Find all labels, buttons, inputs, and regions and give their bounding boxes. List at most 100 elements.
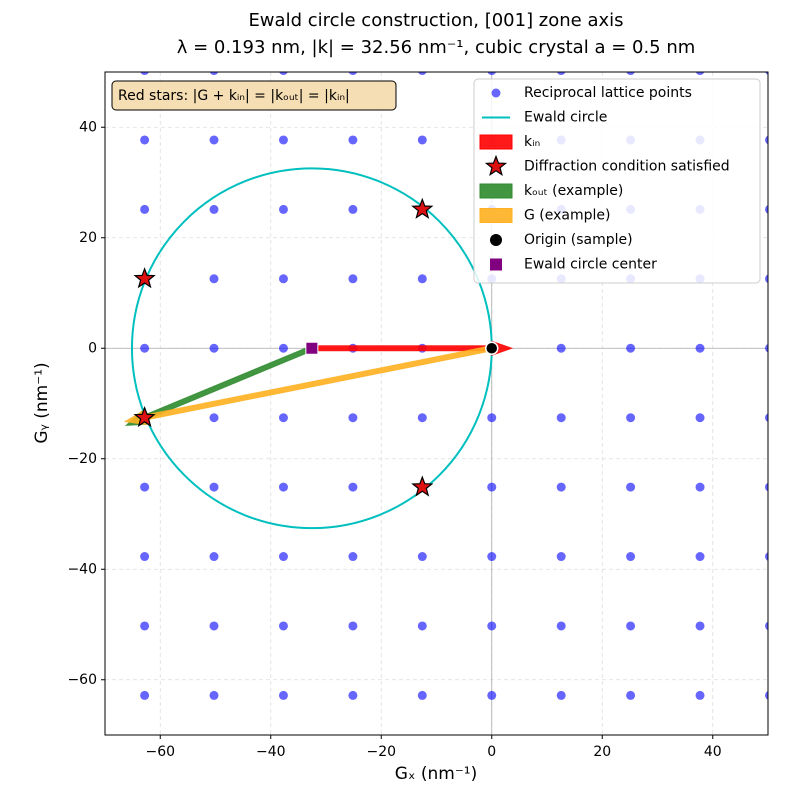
x-tick-label: 40 [704,744,722,760]
legend-label: Diffraction condition satisfied [524,159,730,175]
lattice-point [278,482,288,492]
lattice-point [278,413,288,423]
lattice-point [140,621,150,631]
x-tick-label: 0 [487,744,496,760]
lattice-point [348,204,358,214]
y-tick-label: −40 [67,561,97,577]
lattice-point [209,690,219,700]
annotation-box [111,80,397,111]
lattice-point [626,72,635,76]
lattice-point [764,552,768,561]
x-tick-label: 20 [593,744,611,760]
diffraction-star [411,475,434,497]
lattice-point [487,690,497,700]
lattice-point [626,413,636,423]
lattice-point [764,205,768,214]
x-tick-label: −60 [145,744,175,760]
lattice-point [348,690,358,700]
lattice-point [417,413,427,423]
y-tick-label: −20 [67,451,97,467]
lattice-point [140,135,150,145]
lattice-point [140,343,150,353]
lattice-point [209,552,219,562]
lattice-point [140,72,149,76]
legend-marker [484,154,508,176]
lattice-point [556,482,566,492]
lattice-point [278,343,288,353]
lattice-point [278,621,288,631]
x-axis-label: Gₓ (nm⁻¹) [395,764,478,784]
lattice-point [626,552,636,562]
lattice-point [278,135,288,145]
lattice-point [695,690,705,700]
lattice-point [209,72,219,76]
lattice-point [695,413,705,423]
legend-label: Reciprocal lattice points [524,85,692,101]
legend: Reciprocal lattice points Ewald circle kᵢₙ… [473,78,761,284]
lattice-point [695,621,705,631]
lattice-point [209,274,219,284]
lattice-point [487,621,497,631]
lattice-point [764,482,768,492]
legend-marker [490,258,502,271]
lattice-point [348,552,358,562]
lattice-point [348,72,358,76]
lattice-point [487,552,497,562]
center-square [305,341,319,355]
lattice-point [417,621,427,631]
lattice-point [556,690,566,700]
origin-dot [485,341,499,355]
lattice-point [487,413,497,423]
lattice-point [209,482,219,492]
y-tick-label: −60 [67,672,97,688]
lattice-point [209,621,219,631]
lattice-point [764,413,768,422]
lattice-point [348,482,358,492]
lattice-point [417,552,427,562]
lattice-point [695,343,705,353]
lattice-point [417,135,427,145]
lattice-point [348,135,358,145]
lattice-point [279,72,288,76]
vector-arrow [123,345,493,426]
lattice-point [140,690,150,700]
lattice-point [764,691,768,700]
legend-marker [490,234,502,246]
y-tick-label: 0 [88,340,97,356]
lattice-point [209,135,219,145]
lattice-point [556,552,566,562]
lattice-point [695,552,705,562]
lattice-point [278,552,288,562]
lattice-point [556,72,566,76]
legend-label: G (example) [524,208,610,224]
legend-label: kᵢₙ [524,134,540,150]
lattice-point [764,135,768,145]
legend-label: kₒᵤₜ (example) [524,183,623,199]
x-tick-label: −20 [366,744,396,760]
legend-label: Ewald circle center [524,257,657,273]
diffraction-star [133,267,156,289]
lattice-point [556,621,566,631]
lattice-point [417,274,427,284]
lattice-point [556,343,566,353]
diffraction-star [411,197,434,219]
plot-frame [104,71,769,736]
lattice-point [487,482,497,492]
legend-marker [491,88,501,98]
lattice-point [348,274,358,284]
lattice-point [556,413,566,423]
legend-label: Origin (sample) [524,232,633,248]
lattice-point [140,482,150,492]
lattice-point [140,204,150,214]
lattice-point [209,413,219,423]
lattice-point [209,343,219,353]
legend-marker [479,134,513,150]
annotation: Red stars: |G + kᵢₙ| = |kₒᵤₜ| = |kᵢₙ| [118,88,350,104]
lattice-point [764,621,768,631]
lattice-point [209,204,219,214]
lattice-point [140,552,150,562]
y-tick-label: 40 [79,119,97,135]
lattice-point [487,72,496,76]
lattice-point [278,274,288,284]
lattice-point [418,72,427,76]
